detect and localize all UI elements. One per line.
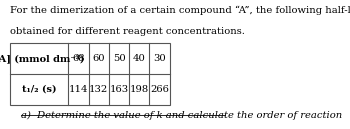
Text: [A] (mmol dm⁻³): [A] (mmol dm⁻³)	[0, 54, 84, 63]
Text: 163: 163	[110, 85, 129, 94]
Text: 50: 50	[113, 54, 125, 63]
Text: 40: 40	[133, 54, 146, 63]
Text: 68: 68	[72, 54, 85, 63]
Text: For the dimerization of a certain compound “A”, the following half-lives were: For the dimerization of a certain compou…	[10, 5, 350, 14]
Text: a)  Determine the value of k and calculate the order of reaction: a) Determine the value of k and calculat…	[21, 111, 342, 120]
Text: 132: 132	[89, 85, 108, 94]
Text: 30: 30	[153, 54, 166, 63]
Text: t₁/₂ (s): t₁/₂ (s)	[22, 85, 57, 94]
Text: 198: 198	[130, 85, 149, 94]
Text: obtained for different reagent concentrations.: obtained for different reagent concentra…	[10, 27, 245, 36]
Text: 60: 60	[92, 54, 105, 63]
Text: 114: 114	[69, 85, 88, 94]
Text: 266: 266	[150, 85, 169, 94]
